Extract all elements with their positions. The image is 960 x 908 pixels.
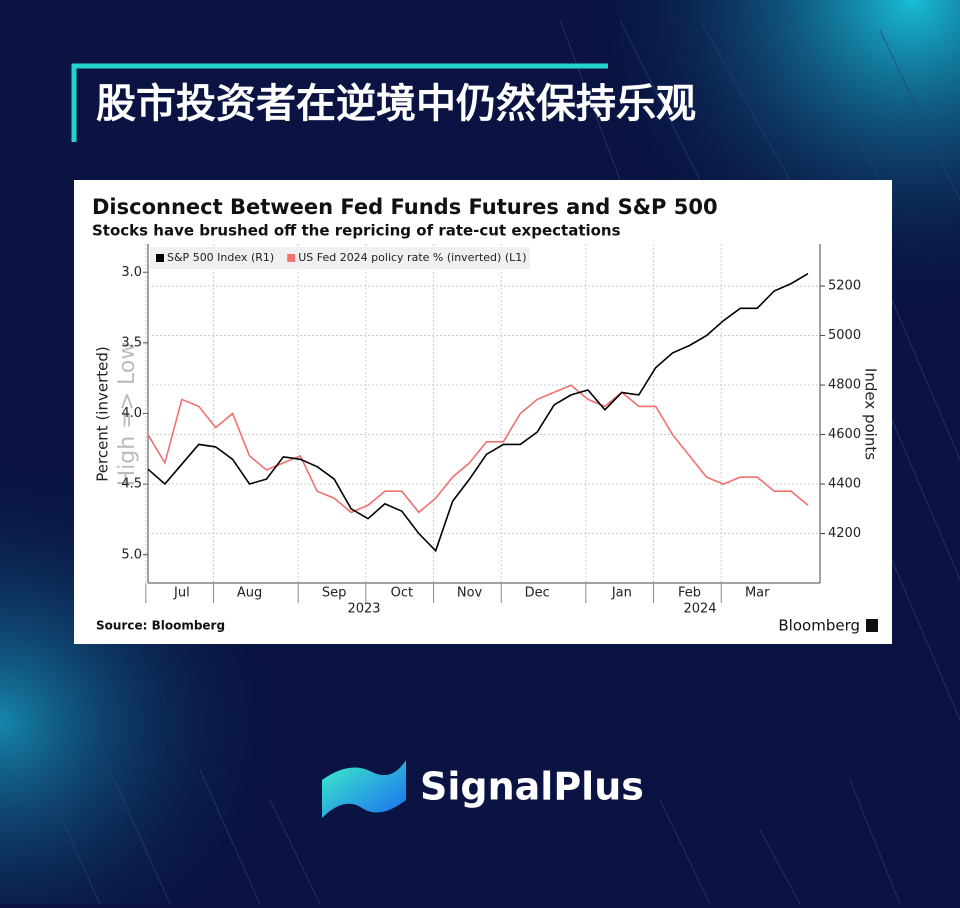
chart: Disconnect Between Fed Funds Futures and… [92, 195, 880, 635]
legend-label: S&P 500 Index (R1) [167, 251, 274, 264]
y2-tick-label: 5200 [828, 279, 861, 294]
brand-logo: SignalPlus [322, 760, 644, 818]
x-tick-label: Sep [322, 586, 347, 601]
series-line [147, 384, 809, 514]
x-group-label: 2023 [347, 602, 380, 617]
decor-lines [39, 19, 960, 905]
x-group-label: 2024 [683, 602, 716, 617]
logo-icon [866, 619, 878, 632]
chart-logo: Bloomberg [778, 617, 860, 635]
x-tick-label: Dec [525, 586, 550, 601]
y-axis-note: High => Low [115, 342, 140, 487]
y2-tick-label: 4800 [828, 378, 861, 393]
y2-tick-label: 4600 [828, 427, 861, 442]
page-title: 股市投资者在逆境中仍然保持乐观 [96, 81, 696, 127]
series-line [147, 273, 809, 553]
y-tick-label: 4.5 [121, 477, 142, 492]
x-tick-label: Mar [745, 586, 770, 601]
source: Source: Bloomberg [96, 619, 225, 633]
y-tick-label: 4.0 [121, 406, 142, 421]
y2-tick-label: 4200 [828, 526, 861, 541]
chart-subtitle: Stocks have brushed off the repricing of… [92, 222, 621, 240]
title-frame [71, 63, 608, 142]
x-tick-label: Feb [678, 586, 701, 601]
y2-axis-label: Index points [862, 368, 880, 460]
y-axis-label: Percent (inverted) [94, 346, 112, 482]
brand-name: SignalPlus [420, 765, 644, 809]
x-tick-label: Aug [237, 586, 262, 601]
y-tick-label: 5.0 [121, 547, 142, 562]
legend-swatch [156, 254, 164, 262]
x-tick-label: Jul [173, 586, 190, 601]
y2-tick-label: 4400 [828, 477, 861, 492]
x-tick-label: Jan [611, 586, 632, 601]
legend-box [150, 247, 530, 269]
legend-swatch [287, 254, 296, 262]
y2-tick-label: 5000 [828, 328, 861, 343]
chart-title: Disconnect Between Fed Funds Futures and… [92, 195, 718, 219]
y-tick-label: 3.5 [121, 335, 142, 350]
y-tick-label: 3.0 [121, 265, 142, 280]
x-tick-label: Oct [391, 586, 413, 601]
brand-mark [322, 760, 406, 818]
x-tick-label: Nov [457, 586, 483, 601]
legend-label: US Fed 2024 policy rate % (inverted) (L1… [298, 251, 526, 264]
